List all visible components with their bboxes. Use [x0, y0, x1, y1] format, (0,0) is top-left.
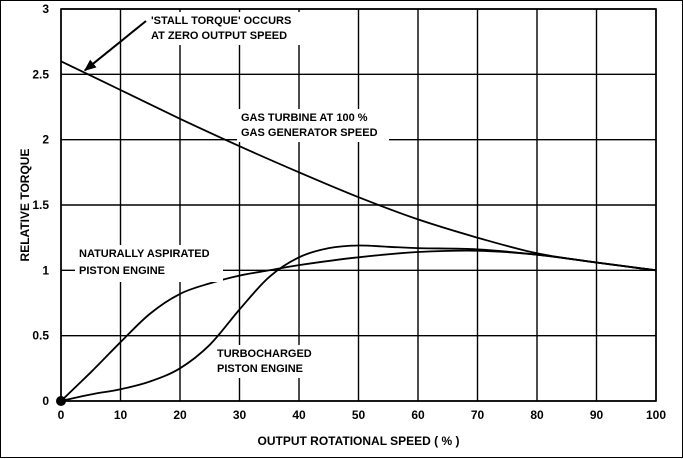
- x-tick-label-6: 60: [411, 408, 425, 422]
- annotation-text-naturally-aspirated-1: PISTON ENGINE: [79, 265, 165, 277]
- x-axis-title: OUTPUT ROTATIONAL SPEED ( % ): [257, 434, 459, 448]
- x-tick-label-9: 90: [590, 408, 604, 422]
- annotation-bg-turbocharged: [213, 345, 321, 378]
- y-tick-label-0: 0: [42, 394, 49, 408]
- annotation-gas-turbine: GAS TURBINE AT 100 % GAS GENERATOR SPEED: [237, 109, 389, 142]
- annotation-text-turbocharged-0: TURBOCHARGED: [217, 348, 312, 360]
- x-tick-label-1: 10: [114, 408, 128, 422]
- x-tick-label-3: 30: [233, 408, 247, 422]
- annotation-text-gas-turbine-0: GAS TURBINE AT 100 %: [241, 112, 368, 124]
- annotation-bg-naturally-aspirated: [75, 245, 223, 282]
- annotation-bg-stall: [147, 12, 305, 45]
- annotation-arrow-stall: [84, 20, 147, 72]
- x-tick-label-0: 0: [58, 408, 65, 422]
- x-tick-label-4: 40: [292, 408, 306, 422]
- y-tick-label-5: 2.5: [32, 67, 49, 81]
- y-tick-label-2: 1: [42, 263, 49, 277]
- annotation-turbocharged: TURBOCHARGED PISTON ENGINE: [213, 345, 321, 378]
- x-tick-label-10: 100: [646, 408, 666, 422]
- annotation-bg-gas-turbine: [237, 109, 389, 142]
- x-tick-label-7: 70: [471, 408, 485, 422]
- y-tick-label-1: 0.5: [32, 329, 49, 343]
- annotation-text-stall-0: 'STALL TORQUE' OCCURS: [151, 15, 291, 27]
- annotation-text-gas-turbine-1: GAS GENERATOR SPEED: [241, 127, 378, 139]
- x-tick-label-2: 20: [173, 408, 187, 422]
- plot-border: [60, 8, 657, 402]
- y-tick-label-3: 1.5: [32, 198, 49, 212]
- y-axis-title: RELATIVE TORQUE: [18, 149, 32, 262]
- annotation-naturally-aspirated: NATURALLY ASPIRATED PISTON ENGINE: [75, 245, 223, 282]
- annotation-text-naturally-aspirated-0: NATURALLY ASPIRATED: [79, 248, 210, 260]
- y-tick-label-4: 2: [42, 133, 49, 147]
- x-tick-label-8: 80: [530, 408, 544, 422]
- grid: [60, 8, 657, 402]
- origin-point-marker: [56, 396, 66, 406]
- y-tick-label-6: 3: [42, 2, 49, 16]
- x-tick-label-5: 50: [352, 408, 366, 422]
- annotation-text-turbocharged-1: PISTON ENGINE: [217, 363, 303, 375]
- turbocharged-line: [60, 244, 657, 402]
- annotation-text-stall-1: AT ZERO OUTPUT SPEED: [151, 30, 287, 42]
- annotation-stall: 'STALL TORQUE' OCCURS AT ZERO OUTPUT SPEE…: [84, 12, 305, 72]
